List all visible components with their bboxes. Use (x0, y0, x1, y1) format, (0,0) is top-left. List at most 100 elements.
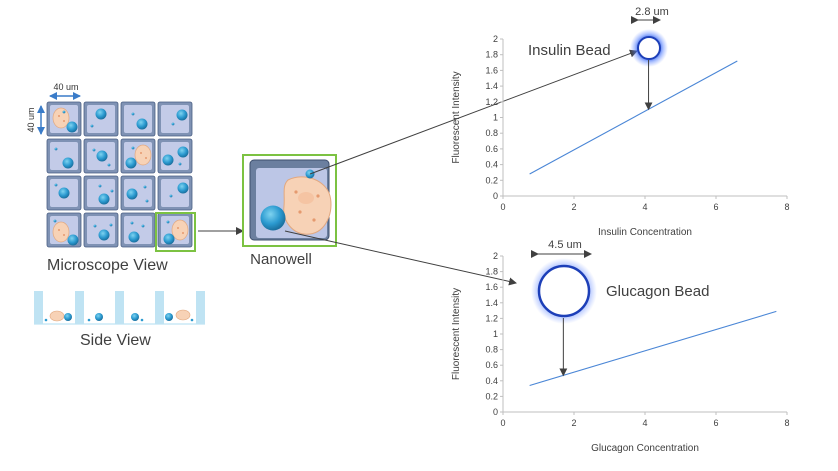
side-view-diagram (34, 291, 205, 325)
grid-bead (62, 110, 66, 114)
grid-bead (169, 194, 173, 198)
side-view-wall (75, 291, 84, 324)
grid-bead (131, 146, 135, 150)
grid-cell (134, 144, 152, 166)
x-tick-label: 6 (713, 202, 718, 212)
side-view-bead (95, 313, 103, 321)
insulin-bead (630, 29, 668, 67)
grid-bead (166, 220, 170, 224)
grid-bead (109, 223, 113, 227)
grid-bead (96, 150, 108, 162)
y-tick-label: 1.8 (485, 267, 498, 277)
grid-bead (178, 162, 182, 166)
microscope-view-label: Microscope View (47, 257, 168, 274)
grid-bead (145, 199, 149, 203)
series-line (529, 60, 738, 175)
x-tick-label: 2 (571, 418, 576, 428)
grid-bead (141, 224, 145, 228)
y-tick-label: 1.6 (485, 65, 498, 75)
grid-bead (162, 154, 174, 166)
grid-bead (62, 157, 74, 169)
y-axis-title: Fluorescent Intensity (451, 288, 462, 380)
y-tick-label: 1 (493, 113, 498, 123)
grid-cell (52, 221, 70, 243)
grid-bead (53, 219, 57, 223)
grid-well-floor (87, 216, 115, 244)
y-tick-label: 0.2 (485, 391, 498, 401)
glucagon-bead-dimension-label: 4.5 um (548, 239, 582, 251)
glucagon-bead-label: Glucagon Bead (606, 283, 709, 300)
grid-bead (107, 163, 111, 167)
y-tick-label: 1.6 (485, 282, 498, 292)
insulin-bead-dimension-label: 2.8 um (635, 6, 669, 18)
y-tick-label: 0 (493, 191, 498, 201)
y-tick-label: 1.2 (485, 97, 498, 107)
grid-bead (176, 109, 188, 121)
x-axis-title: Insulin Concentration (598, 227, 692, 238)
x-tick-label: 0 (500, 418, 505, 428)
grid-bead (130, 221, 134, 225)
grid-cell-granule (58, 115, 60, 117)
grid-bead (143, 185, 147, 189)
grid-well-floor (124, 105, 152, 133)
side-view-bead (165, 313, 173, 321)
y-tick-label: 0 (493, 407, 498, 417)
grid-bead (66, 121, 78, 133)
large-bead-connector (284, 230, 517, 286)
grid-bead (171, 122, 175, 126)
side-view-bead (140, 318, 144, 322)
x-tick-label: 6 (713, 418, 718, 428)
y-tick-label: 1.4 (485, 298, 498, 308)
y-tick-label: 0.8 (485, 128, 498, 138)
nanowell-label: Nanowell (250, 251, 312, 268)
grid-bead (163, 233, 175, 245)
side-view-wall (155, 291, 164, 324)
side-view-bead (87, 318, 91, 322)
y-tick-label: 1 (493, 329, 498, 339)
grid-cell-granule (58, 229, 60, 231)
x-tick-label: 8 (784, 202, 789, 212)
small-bead-connector (309, 49, 638, 175)
side-view-label: Side View (80, 332, 151, 349)
grid-bead (126, 188, 138, 200)
glucagon-chart: 0 0.2 0.4 0.6 0.8 1 1.2 1.4 1.6 1.8 2 0 2 4 6 8 Glucagon… (451, 251, 790, 454)
y-tick-label: 1.8 (485, 50, 498, 60)
selected-well-highlight (155, 212, 196, 252)
height-dimension-label: 40 um (26, 107, 36, 132)
y-tick-label: 0.4 (485, 376, 498, 386)
y-tick-label: 1.4 (485, 81, 498, 91)
grid-cell-granule (145, 157, 147, 159)
width-dimension-label: 40 um (53, 82, 78, 92)
grid-bead (93, 224, 97, 228)
y-tick-label: 0.6 (485, 360, 498, 370)
grid-bead (54, 183, 58, 187)
grid-cell-granule (177, 227, 179, 229)
insulin-chart: 0 0.2 0.4 0.6 0.8 1 1.2 1.4 1.6 1.8 2 0 2 4 6 8 Insulin … (451, 34, 790, 238)
grid-bead (177, 146, 189, 158)
side-view-wall (196, 291, 205, 324)
grid-bead (54, 147, 58, 151)
grid-bead (90, 124, 94, 128)
y-axis-title: Fluorescent Intensity (451, 71, 462, 163)
y-tick-label: 2 (493, 251, 498, 261)
grid-bead (98, 229, 110, 241)
series-line (529, 310, 777, 387)
glucagon-bead (531, 258, 597, 324)
y-tick-label: 2 (493, 34, 498, 44)
side-view-bead (131, 313, 139, 321)
side-view-cell (175, 309, 191, 321)
grid-bead (58, 187, 70, 199)
x-tick-label: 4 (642, 418, 647, 428)
side-view-cell (49, 310, 65, 322)
grid-cell (52, 107, 70, 129)
y-tick-label: 0.8 (485, 345, 498, 355)
grid-bead (98, 193, 110, 205)
grid-bead (136, 118, 148, 130)
side-view-bead (190, 318, 194, 322)
grid-bead (67, 234, 79, 246)
grid-bead (95, 108, 107, 120)
side-view-bead (44, 318, 48, 322)
x-tick-label: 8 (784, 418, 789, 428)
grid-bead (110, 189, 114, 193)
